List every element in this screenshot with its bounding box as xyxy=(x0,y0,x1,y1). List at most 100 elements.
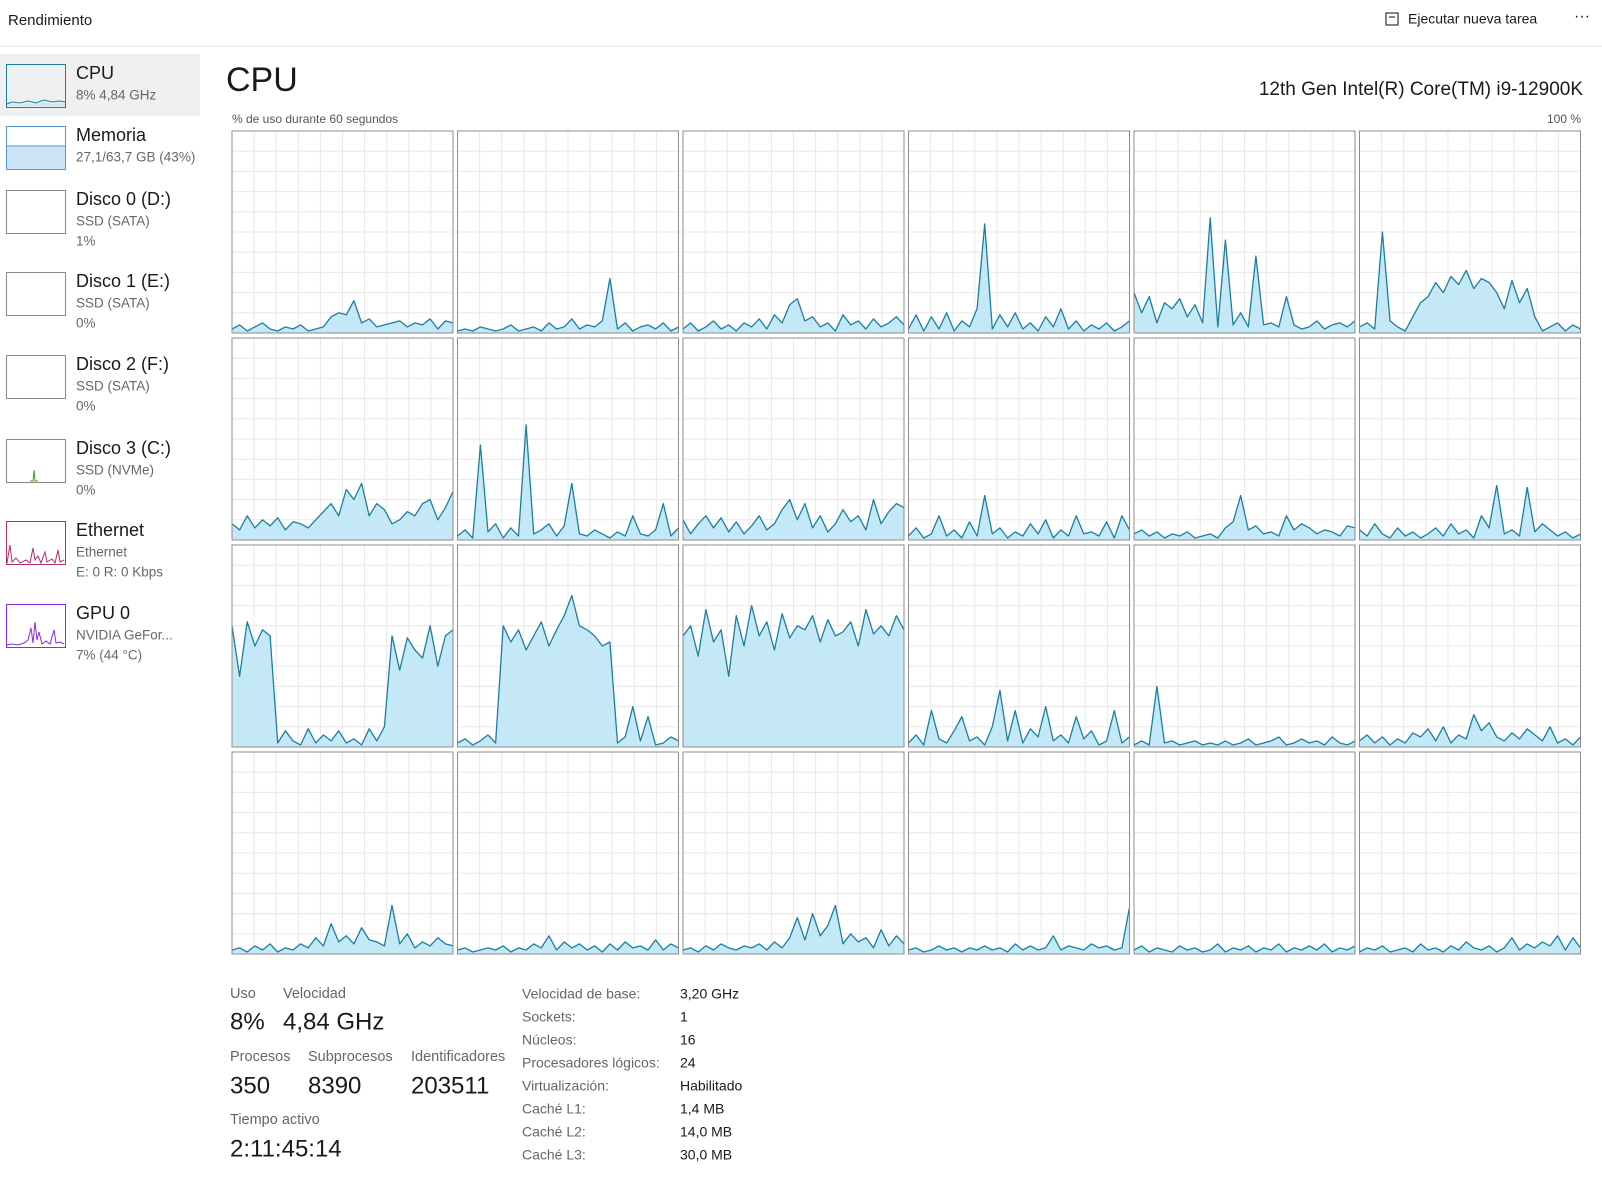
detail-value: 3,20 GHz xyxy=(680,986,739,1002)
graph-frame xyxy=(1359,751,1581,955)
usage-area xyxy=(1134,686,1355,747)
stat-label: Tiempo activo xyxy=(230,1112,320,1128)
detail-label: Caché L3: xyxy=(522,1147,586,1163)
usage-area xyxy=(1359,232,1581,333)
chart-title: CPU xyxy=(226,61,298,99)
sidebar-item[interactable]: CPU 8% 4,84 GHz xyxy=(0,55,200,117)
sidebar-thumbnail xyxy=(6,604,66,648)
sidebar-thumbnail xyxy=(6,521,66,565)
usage-line xyxy=(457,277,679,332)
more-button[interactable]: ··· xyxy=(1574,8,1590,25)
detail-value: 24 xyxy=(680,1055,696,1071)
run-task-button[interactable]: Ejecutar nueva tarea xyxy=(1385,11,1537,27)
sidebar-item-name: Disco 3 (C:) xyxy=(76,438,171,458)
usage-area xyxy=(1134,495,1355,540)
usage-area xyxy=(232,905,453,954)
sidebar-item[interactable]: Memoria 27,1/63,7 GB (43%) xyxy=(0,117,200,179)
usage-line xyxy=(457,935,679,953)
sidebar-item[interactable]: Disco 0 (D:) SSD (SATA) 1% xyxy=(0,181,200,249)
usage-area xyxy=(232,621,453,747)
stat-label: Identificadores xyxy=(411,1049,505,1065)
graph-frame xyxy=(231,337,454,541)
usage-area xyxy=(908,907,1130,954)
usage-area xyxy=(683,905,904,954)
sidebar-item[interactable]: GPU 0 NVIDIA GeFor... 7% (44 °C) xyxy=(0,595,200,663)
usage-line xyxy=(457,424,679,539)
graph-frame xyxy=(231,130,454,334)
sidebar-item-detail: 0% xyxy=(76,399,96,414)
detail-value: 1,4 MB xyxy=(680,1101,724,1117)
stat-label: Procesos xyxy=(230,1049,290,1065)
usage-line xyxy=(908,494,1131,539)
run-task-label[interactable]: Ejecutar nueva tarea xyxy=(1408,11,1537,27)
sidebar-item-detail: NVIDIA GeFor... xyxy=(76,628,173,643)
usage-area xyxy=(683,605,904,747)
sidebar-item-name: Memoria xyxy=(76,125,147,145)
detail-label: Virtualización: xyxy=(522,1078,609,1094)
usage-line xyxy=(1133,685,1356,746)
usage-area xyxy=(1359,485,1581,540)
sidebar-item-name: CPU xyxy=(76,63,114,83)
sidebar-item[interactable]: Disco 2 (F:) SSD (SATA) 0% xyxy=(0,346,200,414)
sidebar-item-detail: 0% xyxy=(76,316,96,331)
stat-value: 350 xyxy=(230,1072,270,1099)
usage-line xyxy=(682,604,905,677)
run-task-icon xyxy=(1385,12,1399,26)
usage-area xyxy=(1359,714,1581,747)
sidebar-thumbnail xyxy=(6,355,66,399)
graph-frame xyxy=(908,544,1130,748)
sidebar-thumbnail xyxy=(6,190,66,234)
detail-label: Caché L2: xyxy=(522,1124,586,1140)
stat-value: 4,84 GHz xyxy=(283,1008,384,1035)
usage-line xyxy=(1133,494,1356,539)
cpu-thumb-line xyxy=(6,99,66,105)
usage-area xyxy=(457,595,679,747)
usage-area xyxy=(908,690,1130,747)
graph-frame xyxy=(457,337,679,541)
detail-value: Habilitado xyxy=(680,1078,742,1094)
usage-line xyxy=(231,621,454,746)
detail-label: Velocidad de base: xyxy=(522,986,640,1002)
cpu-thumb-fill xyxy=(7,102,65,106)
sidebar-item-name: Disco 2 (F:) xyxy=(76,354,169,374)
graph-frame xyxy=(682,337,905,541)
y-max-label: 100 % xyxy=(1547,112,1581,126)
graph-frame xyxy=(908,130,1130,334)
page-title: Rendimiento xyxy=(8,12,92,29)
usage-line xyxy=(1359,714,1581,746)
graph-frame xyxy=(1133,751,1356,955)
usage-area xyxy=(683,499,904,540)
sidebar-thumbnail xyxy=(6,439,66,483)
sidebar-item-detail: SSD (SATA) xyxy=(76,379,150,394)
detail-value: 30,0 MB xyxy=(680,1147,732,1163)
detail-value: 16 xyxy=(680,1032,696,1048)
sidebar-thumbnail xyxy=(6,272,66,316)
gpu-thumb-line xyxy=(6,621,65,646)
graph-frame xyxy=(1359,544,1581,748)
sidebar-item[interactable]: Disco 1 (E:) SSD (SATA) 0% xyxy=(0,263,200,331)
usage-area xyxy=(908,223,1130,333)
sidebar-item[interactable]: Ethernet Ethernet E: 0 R: 0 Kbps xyxy=(0,512,200,580)
usage-area xyxy=(683,298,904,333)
sidebar-item-detail: 0% xyxy=(76,483,96,498)
graph-frame xyxy=(1133,337,1356,541)
usage-line xyxy=(231,904,454,953)
usage-line xyxy=(682,498,905,535)
graph-frame xyxy=(1133,544,1356,748)
stat-value: 8% xyxy=(230,1008,265,1035)
detail-label: Caché L1: xyxy=(522,1101,586,1117)
sidebar-item-detail: SSD (NVMe) xyxy=(76,463,154,478)
graph-frame xyxy=(1359,337,1581,541)
usage-area xyxy=(232,300,453,333)
graph-frame xyxy=(457,130,679,334)
sidebar-item[interactable]: Disco 3 (C:) SSD (NVMe) 0% xyxy=(0,430,200,498)
usage-line xyxy=(457,594,679,746)
graph-frame xyxy=(231,751,454,955)
usage-area xyxy=(232,483,453,540)
graph-frame xyxy=(908,337,1130,541)
graph-frame xyxy=(231,544,454,748)
usage-line xyxy=(1359,231,1581,332)
graph-frame xyxy=(457,544,679,748)
graph-frame xyxy=(682,544,905,748)
